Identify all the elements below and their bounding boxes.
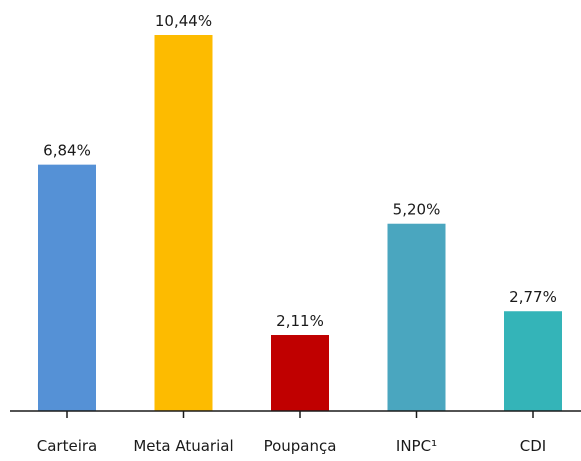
x-axis-ticks-layer [66,411,534,418]
value-labels-layer: 6,84% 10,44% 2,11% 5,20% 2,77% [43,12,557,330]
bars-layer [38,35,562,411]
bar-4 [504,311,562,411]
category-label-0: Carteira [37,437,97,455]
category-label-4: CDI [520,437,546,455]
bar-2 [271,335,329,411]
category-label-3: INPC¹ [396,437,437,455]
value-label-1: 10,44% [155,12,212,30]
category-label-2: Poupança [264,437,337,455]
value-label-4: 2,77% [509,288,557,306]
bar-0 [38,164,96,411]
category-label-1: Meta Atuarial [133,437,233,455]
category-labels-layer: Carteira Meta Atuarial Poupança INPC¹ CDI [37,437,546,455]
bar-3 [387,223,446,411]
bar-1 [154,35,213,411]
value-label-3: 5,20% [393,201,441,219]
value-label-2: 2,11% [276,312,324,330]
value-label-0: 6,84% [43,142,91,160]
